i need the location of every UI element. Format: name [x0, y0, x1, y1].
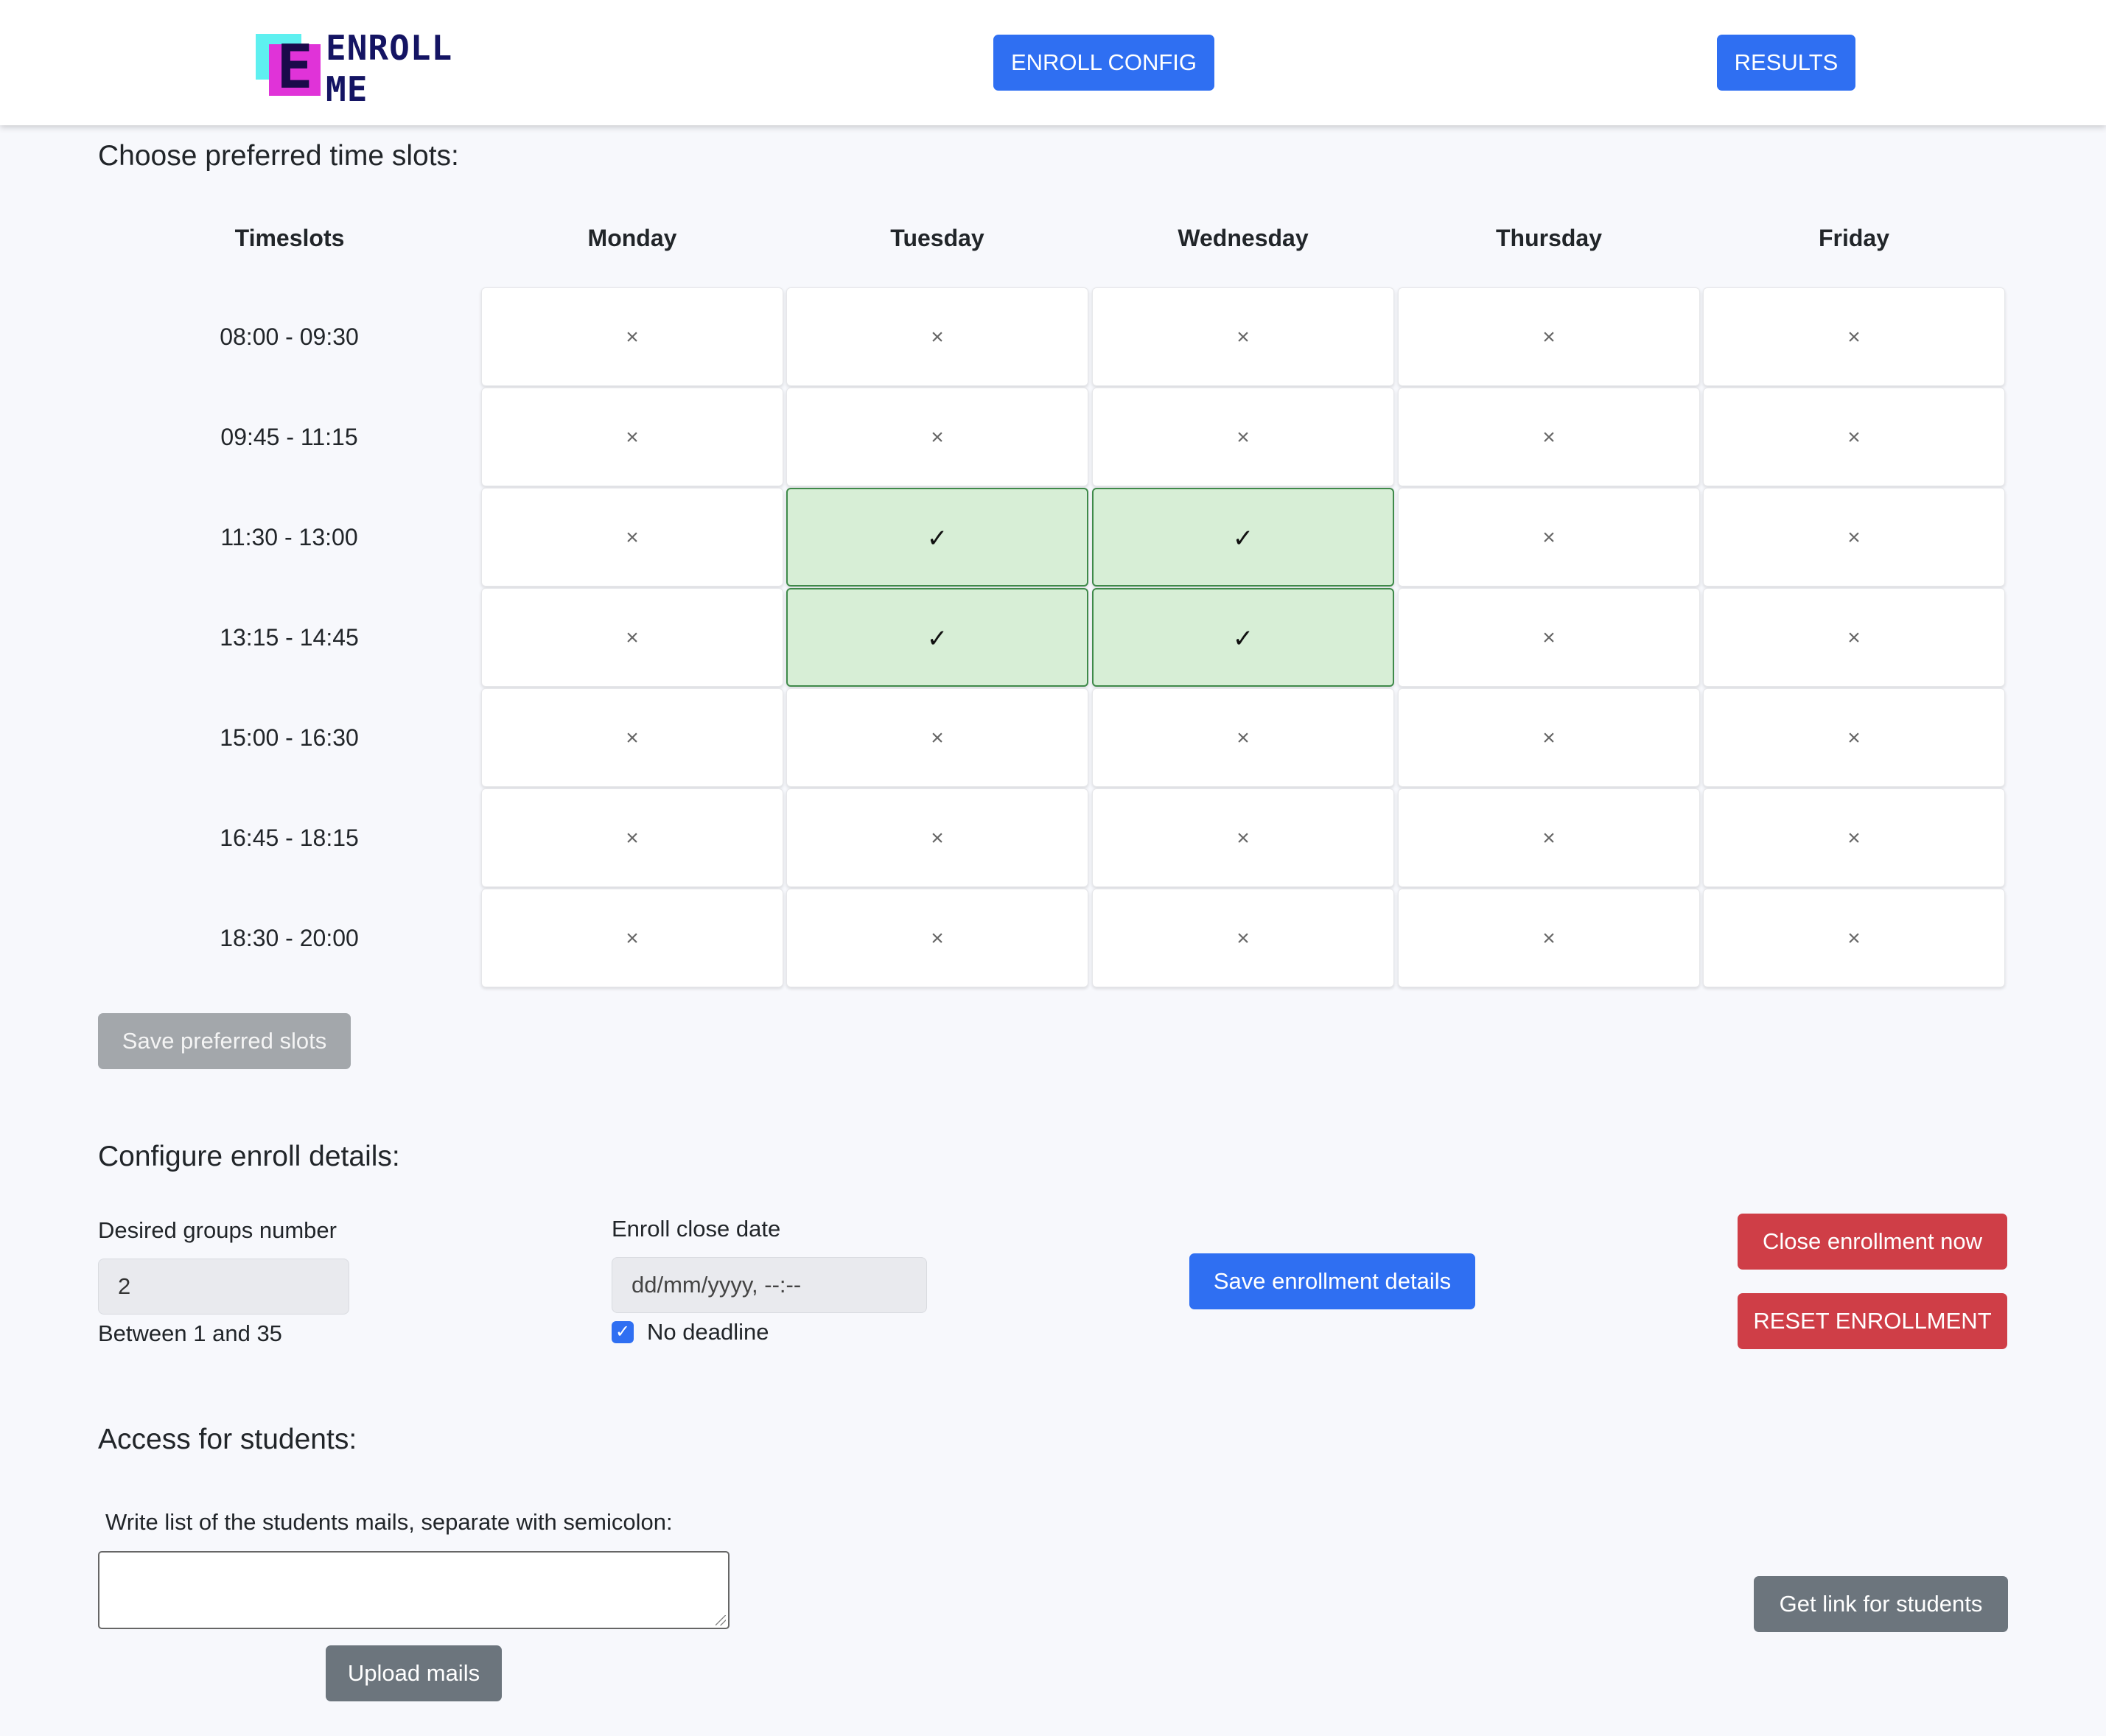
slot-cell-r4-c2[interactable]: × [1092, 688, 1394, 787]
save-enrollment-details-button[interactable]: Save enrollment details [1189, 1253, 1475, 1309]
slot-cell-r3-c2[interactable]: ✓ [1092, 588, 1394, 687]
enroll-close-date-label: Enroll close date [612, 1216, 781, 1242]
resize-grip-icon[interactable] [716, 1615, 726, 1625]
slot-cell-r4-c4[interactable]: × [1703, 688, 2005, 787]
slot-cell-r6-c4[interactable]: × [1703, 889, 2005, 987]
timeslot-label-5: 16:45 - 18:15 [220, 825, 359, 851]
student-mails-label: Write list of the students mails, separa… [105, 1509, 673, 1535]
slot-cell-r5-c2[interactable]: × [1092, 788, 1394, 887]
timeslot-label-0: 08:00 - 09:30 [220, 323, 359, 350]
logo-text-line1: ENROLL [326, 28, 453, 68]
day-header-1: Tuesday [890, 225, 984, 251]
slot-cell-r0-c3[interactable]: × [1398, 287, 1700, 386]
slot-cell-r1-c2[interactable]: × [1092, 388, 1394, 486]
slot-cell-r4-c3[interactable]: × [1398, 688, 1700, 787]
slot-cell-r0-c2[interactable]: × [1092, 287, 1394, 386]
slot-cell-r1-c0[interactable]: × [481, 388, 783, 486]
slot-cell-r5-c1[interactable]: × [786, 788, 1088, 887]
slot-cell-r2-c0[interactable]: × [481, 488, 783, 587]
timeslots-section-title: Choose preferred time slots: [98, 140, 459, 172]
no-deadline-label: No deadline [647, 1319, 769, 1345]
slot-cell-r5-c0[interactable]: × [481, 788, 783, 887]
enroll-close-date-input[interactable]: dd/mm/yyyy, --:-- [612, 1257, 927, 1313]
slot-cell-r3-c1[interactable]: ✓ [786, 588, 1088, 687]
slot-cell-r6-c1[interactable]: × [786, 889, 1088, 987]
day-header-3: Thursday [1495, 225, 1603, 251]
timeslots-column-header: Timeslots [234, 225, 345, 251]
logo-letter: E [276, 32, 313, 102]
slot-cell-r0-c4[interactable]: × [1703, 287, 2005, 386]
slot-cell-r2-c2[interactable]: ✓ [1092, 488, 1394, 587]
slot-cell-r0-c0[interactable]: × [481, 287, 783, 386]
slot-cell-r0-c1[interactable]: × [786, 287, 1088, 386]
slot-cell-r5-c4[interactable]: × [1703, 788, 2005, 887]
slot-cell-r2-c3[interactable]: × [1398, 488, 1700, 587]
slot-cell-r5-c3[interactable]: × [1398, 788, 1700, 887]
save-preferred-slots-button[interactable]: Save preferred slots [98, 1013, 351, 1069]
slot-cell-r6-c0[interactable]: × [481, 889, 783, 987]
slot-cell-r1-c3[interactable]: × [1398, 388, 1700, 486]
day-header-4: Friday [1818, 225, 1890, 251]
slot-cell-r2-c4[interactable]: × [1703, 488, 2005, 587]
timeslot-label-2: 11:30 - 13:00 [220, 524, 358, 550]
day-header-2: Wednesday [1178, 225, 1309, 251]
student-mails-textarea[interactable] [98, 1551, 730, 1629]
groups-number-label: Desired groups number [98, 1217, 337, 1243]
slot-cell-r3-c0[interactable]: × [481, 588, 783, 687]
slot-cell-r1-c1[interactable]: × [786, 388, 1088, 486]
access-section-title: Access for students: [98, 1424, 357, 1455]
timeslot-label-3: 13:15 - 14:45 [220, 624, 359, 651]
enroll-config-nav-button[interactable]: ENROLL CONFIG [993, 35, 1214, 91]
no-deadline-checkbox[interactable]: ✓ [612, 1321, 634, 1343]
reset-enrollment-button[interactable]: RESET ENROLLMENT [1738, 1293, 2007, 1349]
results-nav-button[interactable]: RESULTS [1717, 35, 1855, 91]
slot-cell-r4-c0[interactable]: × [481, 688, 783, 787]
timeslot-label-6: 18:30 - 20:00 [220, 925, 359, 951]
slot-cell-r4-c1[interactable]: × [786, 688, 1088, 787]
get-link-for-students-button[interactable]: Get link for students [1754, 1576, 2008, 1632]
groups-number-hint: Between 1 and 35 [98, 1320, 282, 1346]
day-header-0: Monday [587, 225, 677, 251]
enroll-details-section-title: Configure enroll details: [98, 1141, 400, 1172]
slot-cell-r6-c2[interactable]: × [1092, 889, 1394, 987]
close-enrollment-now-button[interactable]: Close enrollment now [1738, 1214, 2007, 1270]
slot-cell-r3-c3[interactable]: × [1398, 588, 1700, 687]
logo-text-line2: ME [326, 69, 368, 109]
slot-cell-r2-c1[interactable]: ✓ [786, 488, 1088, 587]
slot-cell-r6-c3[interactable]: × [1398, 889, 1700, 987]
timeslot-label-4: 15:00 - 16:30 [220, 724, 359, 751]
enroll-me-logo[interactable]: E ENROLL ME [254, 28, 497, 109]
timeslot-label-1: 09:45 - 11:15 [220, 424, 358, 450]
slot-cell-r3-c4[interactable]: × [1703, 588, 2005, 687]
top-navbar: E ENROLL ME ENROLL CONFIG RESULTS [0, 0, 2106, 125]
groups-number-input[interactable]: 2 [98, 1259, 349, 1315]
logo-magenta-square [269, 44, 321, 96]
upload-mails-button[interactable]: Upload mails [326, 1645, 502, 1701]
slot-cell-r1-c4[interactable]: × [1703, 388, 2005, 486]
